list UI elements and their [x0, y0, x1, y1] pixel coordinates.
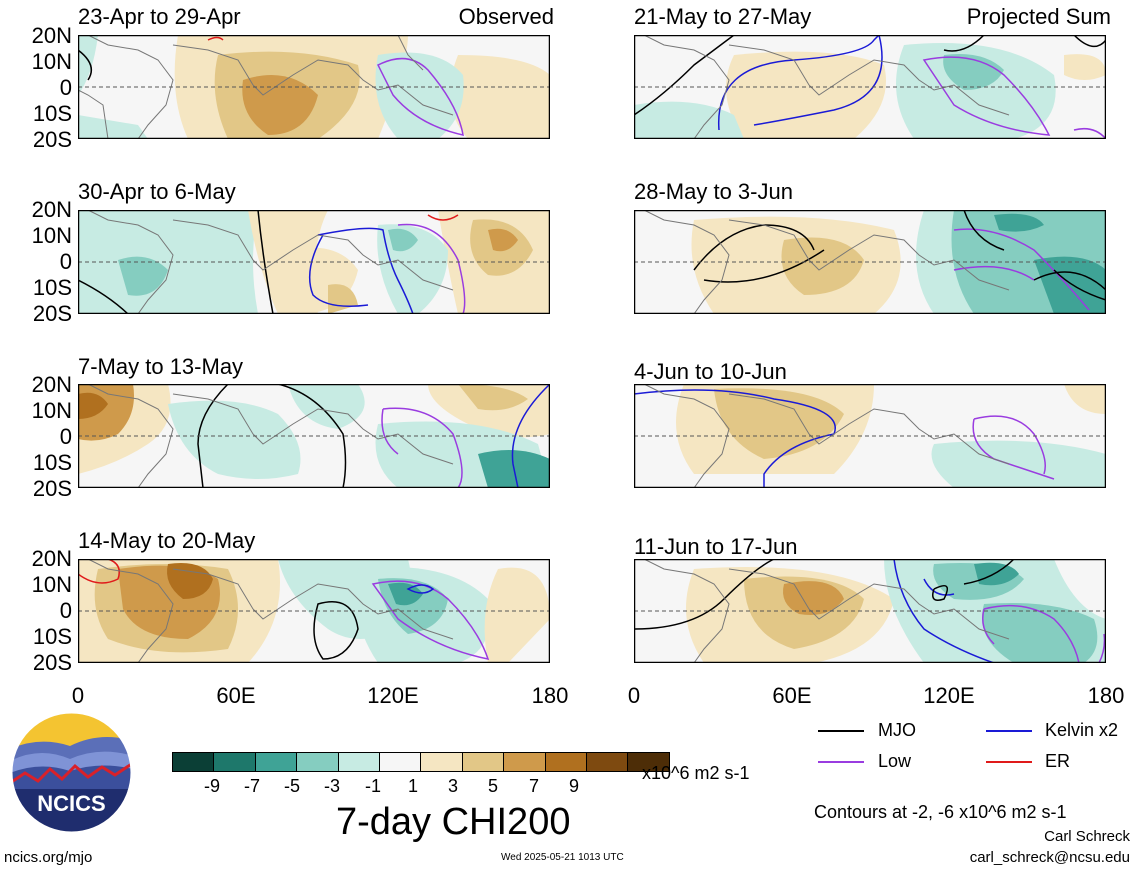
panel-title-4: 14-May to 20-May — [78, 528, 256, 553]
colorbar-tick: -5 — [283, 776, 301, 796]
panel-title-8: 11-Jun to 17-Jun — [634, 534, 798, 559]
timestamp: Wed 2025-05-21 1013 UTC — [501, 852, 624, 863]
lat-label-20n: 20N — [31, 23, 72, 48]
colorbar-swatch-9 — [503, 752, 546, 772]
author-email[interactable]: carl_schreck@ncsu.edu — [969, 849, 1130, 866]
colorbar-swatch-6 — [378, 752, 422, 772]
lon-label-left-60e: 60E — [216, 683, 256, 708]
colorbar-swatch-1 — [172, 752, 215, 772]
colorbar-tick: -9 — [203, 776, 221, 796]
colorbar-swatch-7 — [420, 752, 463, 772]
panel-title-7: 4-Jun to 10-Jun — [634, 359, 787, 384]
lat-label-20s: 20S — [32, 301, 72, 326]
map-panel-7-graphic — [634, 384, 1106, 488]
map-panel-6 — [634, 210, 1106, 314]
colorbar-tick: -3 — [323, 776, 341, 796]
lat-label-eq: 0 — [59, 598, 72, 623]
map-panel-6-graphic — [634, 210, 1106, 314]
lat-label-10n: 10N — [31, 572, 72, 597]
lat-label-10n: 10N — [31, 223, 72, 248]
lat-label-20n: 20N — [31, 372, 72, 397]
lat-label-20n: 20N — [31, 546, 72, 571]
lon-label-left-180: 180 — [531, 683, 569, 708]
map-panel-7 — [634, 384, 1106, 488]
colorbar-swatch-2 — [213, 752, 256, 772]
colorbar-tick: 9 — [568, 776, 580, 796]
colorbar-swatch-11 — [585, 752, 629, 772]
lon-label-right-60e: 60E — [772, 683, 812, 708]
map-panel-8-graphic — [634, 559, 1106, 663]
colorbar-tick: 7 — [528, 776, 540, 796]
lat-label-10n: 10N — [31, 49, 72, 74]
panel-title-5: 21-May to 27-May — [634, 4, 812, 29]
panel-title-2: 30-Apr to 6-May — [78, 179, 236, 204]
legend-mjo-label: MJO — [878, 720, 916, 740]
colorbar-tick: 1 — [407, 776, 419, 796]
panel-title-1: 23-Apr to 29-Apr — [78, 4, 241, 29]
map-panel-5 — [634, 35, 1106, 139]
lon-label-left-120e: 120E — [367, 683, 419, 708]
panel-title-6: 28-May to 3-Jun — [634, 179, 793, 204]
logo-text: NCICS — [37, 791, 105, 816]
lat-label-20s: 20S — [32, 650, 72, 675]
map-panel-8 — [634, 559, 1106, 663]
legend-low-line — [818, 761, 864, 763]
map-panel-3 — [78, 384, 550, 488]
map-panel-1-graphic — [78, 35, 550, 139]
lat-label-10s: 10S — [32, 101, 72, 126]
site-url[interactable]: ncics.org/mjo — [4, 849, 93, 866]
lat-label-10s: 10S — [32, 450, 72, 475]
colorbar-tick: 5 — [487, 776, 499, 796]
lat-label-20s: 20S — [32, 127, 72, 152]
colorbar-swatch-3 — [254, 752, 298, 772]
legend-er-label: ER — [1045, 751, 1071, 771]
colorbar-tick: 3 — [447, 776, 459, 796]
variable-title: 7-day CHI200 — [336, 801, 571, 843]
colorbar — [172, 752, 670, 772]
contour-note: Contours at -2, -6 x10^6 m2 s-1 — [814, 802, 1067, 822]
projected-label: Projected Sum — [966, 4, 1111, 29]
lon-label-left-0: 0 — [71, 683, 85, 708]
ncics-logo-graphic: NCICS — [10, 711, 133, 834]
observed-label: Observed — [458, 4, 554, 29]
author-name: Carl Schreck — [1044, 828, 1130, 845]
lat-label-20s: 20S — [32, 476, 72, 501]
colorbar-tick: -7 — [243, 776, 261, 796]
lon-label-right-120e: 120E — [923, 683, 975, 708]
colorbar-tick: -1 — [364, 776, 382, 796]
lat-label-10s: 10S — [32, 624, 72, 649]
legend-kelvin-line — [986, 730, 1032, 732]
lat-label-eq: 0 — [59, 75, 72, 100]
lat-label-10s: 10S — [32, 275, 72, 300]
map-panel-2-graphic — [78, 210, 550, 314]
map-panel-4 — [78, 559, 550, 663]
colorbar-swatch-12 — [627, 752, 670, 772]
map-panel-3-graphic — [78, 384, 550, 488]
colorbar-swatch-5 — [337, 752, 380, 772]
legend-mjo-line — [818, 730, 864, 732]
colorbar-units: x10^6 m2 s-1 — [642, 763, 750, 783]
lat-label-10n: 10N — [31, 398, 72, 423]
lat-label-eq: 0 — [59, 249, 72, 274]
legend-er-line — [986, 761, 1032, 763]
colorbar-swatch-10 — [544, 752, 587, 772]
colorbar-swatch-4 — [296, 752, 339, 772]
map-panel-1 — [78, 35, 550, 139]
map-panel-4-graphic — [78, 559, 550, 663]
lon-label-right-0: 0 — [627, 683, 641, 708]
lon-label-right-180: 180 — [1087, 683, 1125, 708]
map-panel-2 — [78, 210, 550, 314]
legend-low-label: Low — [878, 751, 912, 771]
legend-kelvin-label: Kelvin x2 — [1045, 720, 1119, 740]
map-panel-5-graphic — [634, 35, 1106, 139]
panel-title-3: 7-May to 13-May — [78, 354, 244, 379]
colorbar-swatch-8 — [461, 752, 505, 772]
lat-label-20n: 20N — [31, 197, 72, 222]
lat-label-eq: 0 — [59, 424, 72, 449]
ncics-logo: NCICS — [10, 711, 133, 834]
